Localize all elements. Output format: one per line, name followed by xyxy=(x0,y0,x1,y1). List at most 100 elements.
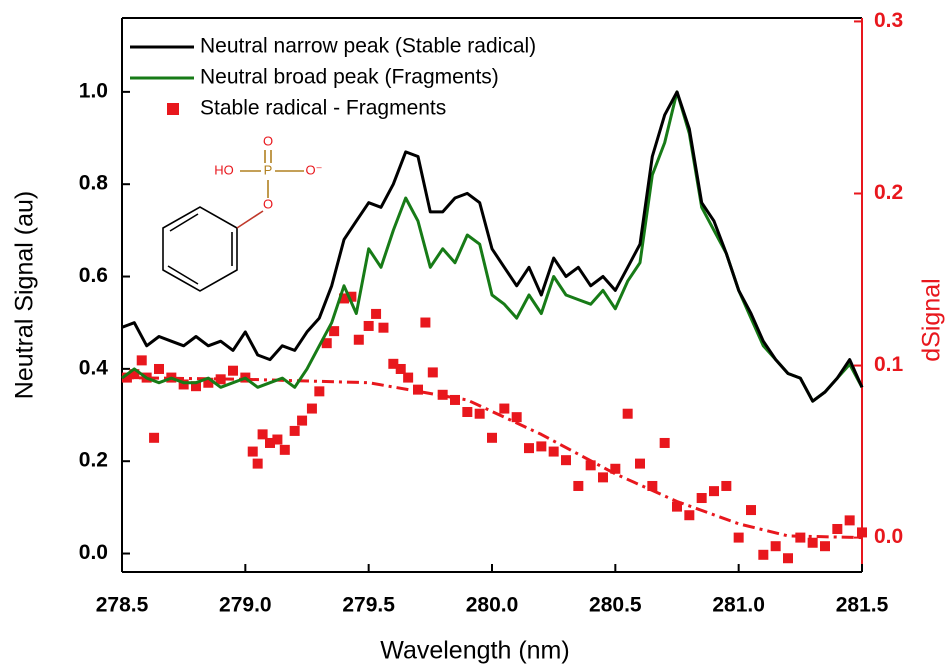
scatter-point xyxy=(136,355,147,366)
scatter-point xyxy=(329,326,340,337)
scatter-point xyxy=(474,408,485,419)
scatter-point xyxy=(820,541,830,552)
y-tick-label: 0.8 xyxy=(79,172,109,195)
x-tick-label: 279.0 xyxy=(219,594,272,617)
scatter-point xyxy=(844,515,855,526)
atom-label: HO xyxy=(214,162,234,177)
x-axis-label: Wavelength (nm) xyxy=(380,637,569,665)
scatter-point xyxy=(178,379,189,390)
scatter-point xyxy=(635,458,645,469)
scatter-point xyxy=(339,293,349,304)
y-tick-label: 1.0 xyxy=(79,79,108,102)
scatter-point xyxy=(684,510,695,521)
legend-label: Neutral broad peak (Fragments) xyxy=(200,66,499,89)
scatter-point xyxy=(420,317,431,328)
scatter-point xyxy=(672,501,682,512)
atom-label: P xyxy=(264,162,273,177)
bond xyxy=(167,265,199,285)
scatter-point xyxy=(265,437,275,448)
scatter-point xyxy=(363,320,374,331)
scatter-point xyxy=(203,377,214,388)
scatter-point xyxy=(598,472,608,483)
scatter-point xyxy=(149,432,160,443)
scatter-point xyxy=(427,367,438,378)
scatter-point xyxy=(783,553,793,564)
scatter-point xyxy=(191,381,201,392)
scatter-point xyxy=(524,443,534,454)
y-axis-label: Neutral Signal (au) xyxy=(11,191,39,399)
scatter-point xyxy=(721,480,732,491)
atom-label: O⁻ xyxy=(306,162,323,177)
scatter-point xyxy=(548,446,559,457)
y-tick-label: 0.2 xyxy=(79,449,108,472)
scatter-point xyxy=(353,334,364,345)
scatter-point xyxy=(272,434,283,445)
x-tick-label: 279.5 xyxy=(342,594,395,617)
y2-tick-label: 0.0 xyxy=(874,525,903,548)
legend-label: Stable radical - Fragments xyxy=(200,97,446,120)
y2-tick-label: 0.3 xyxy=(874,9,903,32)
scatter-point xyxy=(622,408,633,419)
scatter-point xyxy=(306,403,317,414)
scatter-point xyxy=(746,505,756,516)
scatter-point xyxy=(388,358,399,369)
scatter-point xyxy=(228,365,238,376)
y2-axis-label: dSignal xyxy=(918,278,946,361)
atom-label: O xyxy=(263,133,273,148)
scatter-point xyxy=(561,455,571,466)
scatter-point xyxy=(647,480,658,491)
scatter-point xyxy=(733,532,744,543)
bond xyxy=(236,210,264,229)
scatter-point xyxy=(395,363,406,374)
y2-tick-label: 0.2 xyxy=(874,181,903,204)
scatter-point xyxy=(215,374,226,385)
y2-tick-label: 0.1 xyxy=(874,353,904,376)
scatter-point xyxy=(297,415,308,426)
scatter-point xyxy=(321,338,332,349)
scatter-point xyxy=(437,389,448,400)
x-tick-label: 281.0 xyxy=(712,594,765,617)
scatter-point xyxy=(536,441,547,452)
scatter-point xyxy=(573,480,584,491)
scatter-point xyxy=(279,444,290,455)
molecule xyxy=(162,150,304,292)
x-tick-label: 281.5 xyxy=(836,594,889,617)
scatter-point xyxy=(346,291,357,302)
scatter-point xyxy=(371,308,382,319)
scatter-point xyxy=(709,486,719,497)
atom-label: O xyxy=(263,196,273,211)
scatter-point xyxy=(257,429,268,440)
scatter-point xyxy=(770,541,781,552)
scatter-point xyxy=(129,369,140,380)
scatter-point xyxy=(696,493,707,504)
scatter-point xyxy=(252,458,263,469)
scatter-point xyxy=(487,432,497,443)
scatter-point xyxy=(247,446,258,457)
benzene-ring xyxy=(162,206,238,292)
scatter-point xyxy=(511,412,522,423)
x-tick-label: 280.5 xyxy=(589,594,642,617)
y-tick-label: 0.6 xyxy=(79,264,108,287)
scatter-point xyxy=(857,527,867,538)
legend-marker xyxy=(167,103,179,115)
scatter-point xyxy=(403,372,414,383)
scatter-point xyxy=(378,322,389,333)
scatter-point xyxy=(832,523,843,534)
y-tick-label: 0.0 xyxy=(79,541,108,564)
scatter-point xyxy=(659,437,670,448)
y-tick-label: 0.4 xyxy=(79,356,109,379)
scatter-point xyxy=(585,460,596,471)
bond xyxy=(169,213,199,232)
scatter-point xyxy=(462,406,473,417)
scatter-point xyxy=(807,537,818,548)
fit-line xyxy=(121,376,863,540)
scatter-point xyxy=(154,363,164,374)
scatter-point xyxy=(289,425,300,436)
scatter-point xyxy=(450,394,460,405)
x-tick-label: 278.5 xyxy=(96,594,149,617)
legend-label: Neutral narrow peak (Stable radical) xyxy=(200,35,536,58)
scatter-point xyxy=(758,549,769,560)
scatter-point xyxy=(610,463,621,474)
